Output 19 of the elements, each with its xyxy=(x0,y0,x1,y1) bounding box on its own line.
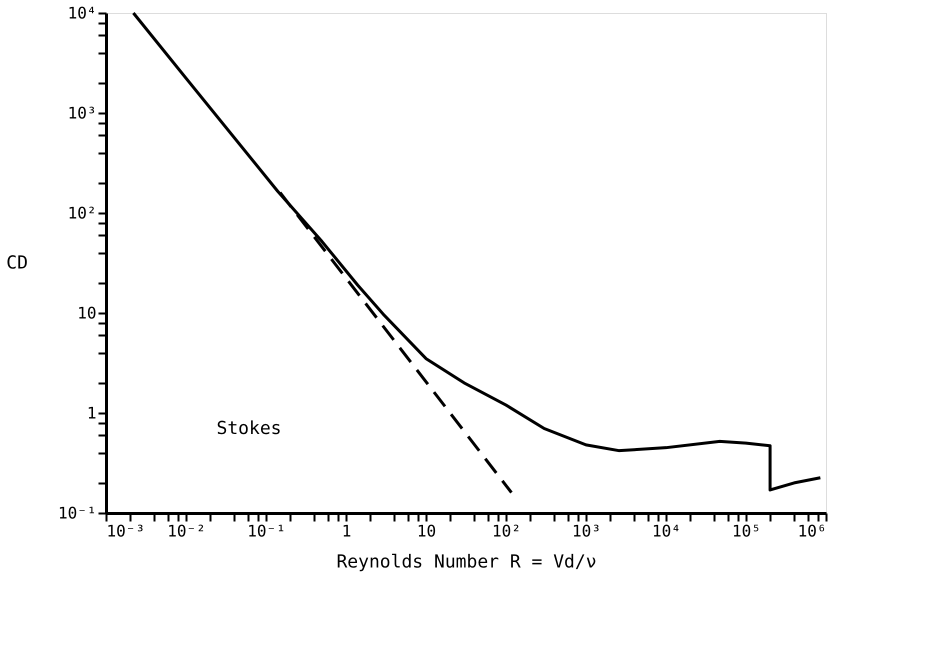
x-tick-label: 10² xyxy=(492,522,521,540)
x-tick-label: 10⁻³ xyxy=(106,522,146,540)
y-tick-label: 10⁴ xyxy=(68,4,96,22)
x-tick-label: 10⁵ xyxy=(732,522,761,540)
x-tick-label: 10 xyxy=(416,522,436,540)
y-tick-label: 1 xyxy=(86,404,96,422)
y-tick-label: 10⁻¹ xyxy=(58,504,96,522)
x-tick-label: 1 xyxy=(342,522,352,540)
y-tick-label: 10³ xyxy=(68,104,96,122)
y-axis-title: CD xyxy=(6,252,28,274)
x-axis-title: Reynolds Number R = Vd/ν xyxy=(336,552,597,572)
x-tick-label: 10⁻¹ xyxy=(247,522,286,540)
annotation: Stokes xyxy=(216,418,282,439)
x-tick-label: 10³ xyxy=(572,522,601,540)
y-tick-label: 10 xyxy=(77,304,96,322)
x-tick-label: 10⁶ xyxy=(798,522,826,540)
x-tick-label: 10⁻² xyxy=(167,522,206,540)
x-tick-label: 10⁴ xyxy=(652,522,681,540)
y-tick-label: 10² xyxy=(68,204,96,222)
